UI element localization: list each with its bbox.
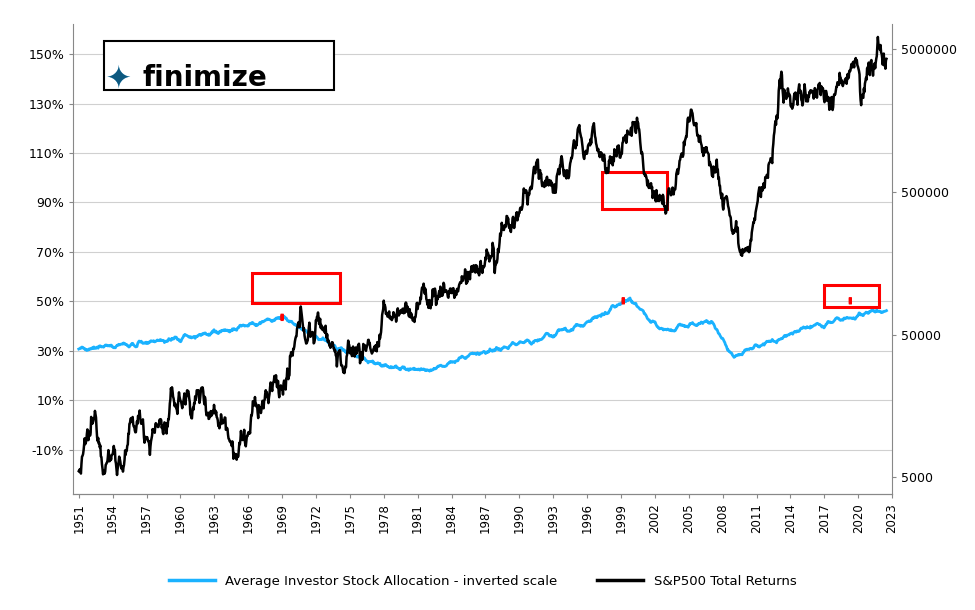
Bar <box>252 273 339 303</box>
Legend: Average Investor Stock Allocation - inverted scale, S&P500 Total Returns: Average Investor Stock Allocation - inve… <box>164 570 801 593</box>
Bar <box>824 285 878 307</box>
Bar <box>602 172 667 209</box>
Text: finimize: finimize <box>142 64 267 92</box>
FancyBboxPatch shape <box>104 41 333 90</box>
Text: ✦: ✦ <box>105 64 131 93</box>
Text: ✦: ✦ <box>105 64 131 93</box>
